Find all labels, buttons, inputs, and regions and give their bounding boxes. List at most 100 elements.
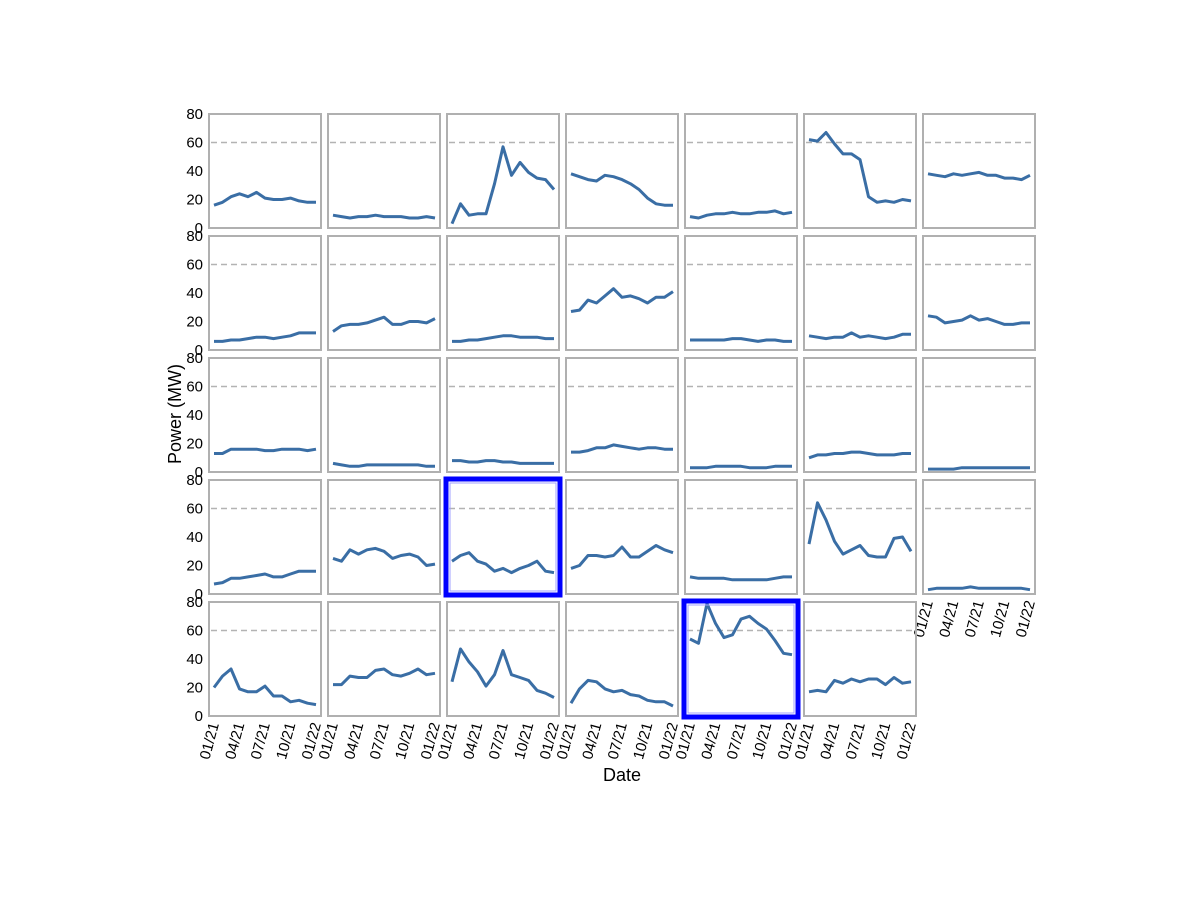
x-tick-label: 07/21: [367, 721, 393, 762]
y-tick-label: 20: [186, 436, 203, 453]
panel-32: 01/21 04/21 07/21 10/21 01/22: [554, 601, 682, 761]
series-line: [332, 461, 435, 468]
panel-23: [327, 479, 441, 595]
panel-16: [327, 357, 441, 473]
x-tick-label: 01/22: [1013, 599, 1039, 640]
panel-frame: [446, 235, 560, 351]
panel-26: [684, 479, 798, 595]
panel-frame: [684, 235, 798, 351]
panel-frame: [208, 479, 322, 595]
series-line: [452, 459, 554, 465]
series-line: [571, 443, 673, 454]
panel-frame: [803, 357, 917, 473]
panel-27: [803, 479, 917, 595]
panel-frame: [327, 235, 441, 351]
y-tick-label: 0: [195, 708, 203, 725]
panel-22: 0 20 40 60 80: [186, 472, 322, 603]
panel-frame: [446, 601, 560, 717]
x-tick-label: 04/21: [341, 721, 367, 762]
panel-17: [446, 357, 560, 473]
x-tick-label: 04/21: [817, 721, 843, 762]
series-line: [927, 170, 1031, 182]
panel-frame: [922, 113, 1036, 229]
panel-frame: [208, 235, 322, 351]
panel-frame: [684, 479, 798, 595]
highlight-frame: [681, 598, 801, 720]
y-tick-label: 60: [186, 623, 203, 640]
panel-31: 01/21 04/21 07/21 10/21 01/22: [435, 601, 563, 762]
series-line: [808, 450, 911, 460]
y-tick-label: 20: [186, 314, 203, 331]
x-tick-label: 07/21: [843, 721, 869, 762]
panel-3: [446, 113, 560, 229]
series-line: [689, 209, 793, 220]
series-line: [808, 331, 911, 341]
series-line: [450, 145, 556, 225]
x-tick-label: 07/21: [724, 721, 750, 762]
y-tick-label: 40: [186, 163, 203, 180]
panel-frame: [684, 357, 798, 473]
panel-frame: [446, 113, 560, 229]
series-line: [928, 466, 1030, 471]
panel-frame: [684, 113, 798, 229]
panel-8: 0 20 40 60 80: [186, 228, 322, 359]
series-line: [213, 190, 316, 207]
x-tick-label: 10/21: [987, 599, 1013, 640]
panel-25: [565, 479, 679, 595]
panel-frame: [565, 479, 679, 595]
panel-15: 0 20 40 60 80: [186, 350, 322, 481]
panel-21: [922, 357, 1036, 473]
panel-5: [684, 113, 798, 229]
panel-frame: [565, 235, 679, 351]
y-tick-label: 0: [195, 220, 203, 237]
y-tick-label: 0: [195, 586, 203, 603]
panel-frame: [922, 235, 1036, 351]
panel-11: [565, 235, 679, 351]
series-line: [689, 575, 792, 582]
x-tick-label: 10/21: [749, 721, 775, 762]
y-axis-label: Power (MW): [165, 364, 185, 464]
series-line: [452, 334, 554, 343]
y-tick-label: 60: [186, 135, 203, 152]
series-line: [332, 213, 436, 220]
x-tick-label: 10/21: [273, 721, 299, 762]
x-tick-label: 04/21: [698, 721, 724, 762]
panel-14: [922, 235, 1036, 351]
x-tick-label: 01/21: [911, 599, 937, 640]
series-line: [213, 569, 316, 586]
series-line: [690, 337, 792, 343]
panel-1: 0 20 40 60 80: [186, 106, 322, 237]
x-tick-label: 07/21: [486, 721, 512, 762]
series-line: [569, 678, 674, 708]
y-tick-label: 20: [186, 558, 203, 575]
x-tick-label: 04/21: [936, 599, 962, 640]
highlight-frame: [443, 476, 563, 598]
panel-frame: [327, 113, 441, 229]
y-tick-label: 80: [186, 594, 203, 611]
y-tick-label: 40: [186, 651, 203, 668]
panel-34: 01/21 04/21 07/21 10/21 01/22: [792, 601, 920, 762]
series-line: [927, 314, 1030, 326]
y-tick-label: 80: [186, 228, 203, 245]
panel-frame: [922, 357, 1036, 473]
series-line: [808, 676, 912, 694]
series-line: [332, 546, 436, 567]
panel-9: [327, 235, 441, 351]
y-tick-label: 80: [186, 106, 203, 123]
y-tick-label: 80: [186, 472, 203, 489]
y-tick-label: 0: [195, 342, 203, 359]
x-tick-label: 10/21: [392, 721, 418, 762]
panel-frame: [208, 601, 322, 717]
series-line: [214, 331, 316, 343]
series-line: [450, 647, 555, 699]
panel-19: [684, 357, 798, 473]
panel-33: 01/21 04/21 07/21 10/21 01/22: [673, 598, 801, 762]
x-tick-label: 01/22: [894, 721, 920, 762]
y-tick-label: 80: [186, 350, 203, 367]
y-tick-label: 20: [186, 680, 203, 697]
series-line: [451, 551, 555, 575]
x-tick-label: 10/21: [868, 721, 894, 762]
x-tick-label: 04/21: [460, 721, 486, 762]
